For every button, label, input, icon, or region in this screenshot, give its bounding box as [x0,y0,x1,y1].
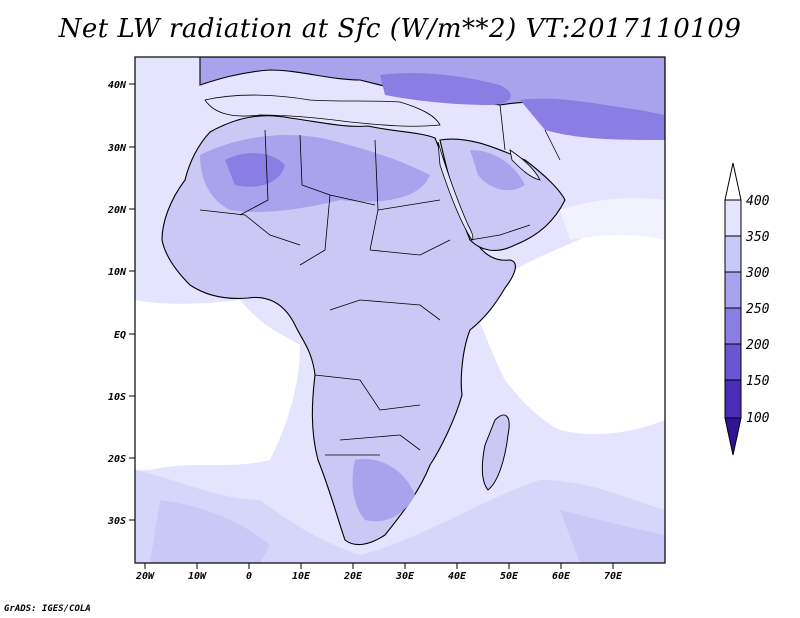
colorbar-labels: 400 350 300 250 200 150 100 [745,194,770,426]
lat-label-eq: EQ [114,330,126,341]
lon-label-20e: 20E [343,571,363,582]
lat-label-10n: 10N [108,267,127,278]
lon-label-10w: 10W [188,571,207,582]
latitude-axis: 40N 30N 20N 10N EQ 10S 20S 30S [107,80,135,527]
plot-frame [134,56,666,564]
colorbar [724,162,742,456]
atlantic-low-flux-region [135,300,300,470]
africa-land [161,115,516,546]
indian-ocean-low-flux-region [470,228,665,435]
red-sea [437,141,474,241]
arabia-darker [470,150,525,191]
colorbar-label-400: 400 [746,194,770,209]
lon-label-30e: 30E [395,571,415,582]
southern-cloud-band [150,500,270,563]
southern-cloud-band-east [560,510,665,563]
lon-label-70e: 70E [604,571,623,582]
lon-label-50e: 50E [500,571,519,582]
colorbar-label-200: 200 [746,338,770,353]
iran-darker [520,98,665,140]
colorbar-label-350: 350 [745,230,770,245]
persian-gulf [509,149,541,181]
west-sahara-darker [225,153,285,187]
colorbar-swatch-300-350 [724,235,742,273]
colorbar-swatch-200-250 [724,307,742,345]
colorbar-label-100: 100 [746,411,770,426]
colorbar-swatch-250-300 [724,271,742,309]
colorbar-swatch-150-200 [724,343,742,381]
colorbar-label-250: 250 [746,302,770,317]
chart-title: Net LW radiation at Sfc (W/m**2) VT:2017… [58,14,742,44]
lon-label-0: 0 [246,571,252,582]
country-borders [199,104,561,456]
lon-label-20w: 20W [135,571,155,582]
mediterranean-sea [204,94,441,127]
colorbar-top-arrow [724,162,742,201]
lat-label-30n: 30N [107,143,127,154]
lon-label-10e: 10E [292,571,311,582]
colorbar-label-300: 300 [745,266,770,281]
lon-label-40e: 40E [448,571,467,582]
arabian-sea-low-flux-region [560,198,665,240]
lat-label-20n: 20N [107,205,127,216]
longitude-axis: 20W 10W 0 10E 20E 30E 40E 50E 60E 70E [135,563,623,582]
southern-ocean-region [135,470,665,563]
lat-label-40n: 40N [108,80,127,91]
colorbar-bottom-arrow [724,417,742,456]
madagascar-land [481,414,510,491]
colorbar-swatch-100-150 [724,379,742,419]
lat-label-30s: 30S [107,516,126,527]
lat-label-10s: 10S [108,392,126,403]
turkey-iran-darker [380,73,511,105]
credit-text: GrADS: IGES/COLA [4,604,91,614]
kalahari-region [352,459,415,522]
colorbar-swatch-350-400 [724,199,742,237]
colorbar-label-150: 150 [746,374,770,389]
lon-label-60e: 60E [552,571,571,582]
radiation-field [135,57,665,563]
lat-label-20s: 20S [107,454,126,465]
